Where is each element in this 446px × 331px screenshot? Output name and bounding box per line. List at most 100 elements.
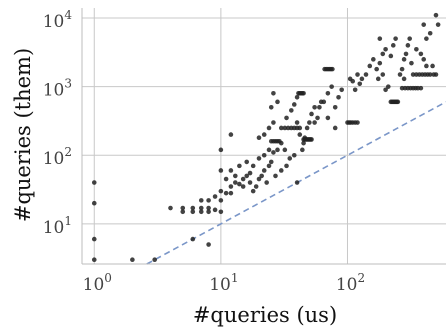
data-point <box>393 36 398 41</box>
data-point <box>91 180 97 185</box>
data-point <box>414 47 419 52</box>
data-point <box>91 257 97 263</box>
data-point <box>291 152 297 158</box>
data-point <box>244 173 250 179</box>
data-point <box>282 125 288 131</box>
data-point <box>212 207 218 213</box>
data-point <box>250 188 256 194</box>
data-point <box>315 115 320 121</box>
y-tick-label: 102 <box>43 145 72 169</box>
data-point <box>355 72 360 77</box>
data-point <box>237 181 242 187</box>
data-point <box>206 205 211 211</box>
data-point <box>401 76 407 82</box>
data-point <box>380 72 386 77</box>
data-point <box>266 125 272 131</box>
data-point <box>261 168 267 173</box>
data-point <box>359 76 365 82</box>
data-point <box>130 257 135 263</box>
data-point <box>300 147 305 153</box>
data-point <box>250 163 256 169</box>
data-point <box>399 66 405 72</box>
data-point <box>421 57 427 62</box>
data-point <box>206 242 211 247</box>
data-point <box>190 205 196 211</box>
data-point <box>268 159 274 165</box>
data-point <box>291 102 297 107</box>
data-point <box>218 209 224 215</box>
data-point <box>256 135 262 141</box>
y-tick-label: 103 <box>43 77 72 101</box>
data-point <box>383 47 388 52</box>
data-point <box>363 72 369 77</box>
data-point <box>332 125 338 131</box>
data-point <box>228 168 234 173</box>
data-point <box>198 205 204 211</box>
data-point <box>350 78 356 84</box>
data-point <box>190 236 196 242</box>
data-point <box>247 180 253 185</box>
data-point <box>383 87 388 93</box>
data-point <box>355 120 360 125</box>
data-point <box>309 111 314 117</box>
data-point <box>307 120 312 125</box>
data-point <box>198 198 204 203</box>
data-point <box>180 209 186 215</box>
data-point <box>377 60 383 66</box>
data-point <box>233 180 238 185</box>
data-point <box>304 125 310 131</box>
data-point <box>218 147 224 153</box>
data-point <box>352 87 358 93</box>
data-point <box>273 173 278 179</box>
data-point <box>421 22 427 27</box>
data-point <box>367 63 373 69</box>
data-point <box>266 163 272 169</box>
data-point <box>435 22 441 27</box>
data-point <box>294 180 300 185</box>
data-point <box>430 63 435 69</box>
data-point <box>317 104 322 110</box>
data-point <box>168 205 173 211</box>
data-point <box>329 84 334 89</box>
data-point <box>253 184 259 189</box>
data-point <box>330 66 335 72</box>
data-point <box>261 152 267 158</box>
data-point <box>390 43 396 48</box>
data-point <box>297 125 303 131</box>
data-point <box>385 84 391 89</box>
data-point <box>278 168 284 173</box>
data-point <box>424 63 429 69</box>
data-point <box>388 53 394 59</box>
data-point <box>218 198 224 203</box>
data-point <box>427 30 433 36</box>
data-point <box>427 72 433 77</box>
data-point <box>218 188 224 194</box>
data-point <box>152 257 157 263</box>
data-point <box>259 173 264 179</box>
data-point <box>284 115 289 121</box>
data-point <box>325 115 331 121</box>
data-point <box>233 173 238 179</box>
data-point <box>180 205 186 211</box>
data-point <box>240 184 246 189</box>
data-point <box>403 51 409 57</box>
data-point <box>401 57 407 62</box>
data-point <box>374 66 379 72</box>
data-point <box>380 51 386 57</box>
data-point <box>261 132 267 137</box>
data-point <box>371 57 376 62</box>
data-point <box>433 72 439 77</box>
data-point <box>228 190 234 196</box>
data-point <box>418 85 424 91</box>
data-point <box>223 176 229 182</box>
x-tick-label: 100 <box>83 271 112 295</box>
y-tick-label: 101 <box>43 214 72 238</box>
data-point <box>418 51 424 57</box>
data-point <box>206 209 211 215</box>
data-point <box>297 132 303 137</box>
data-point <box>294 94 300 100</box>
data-point <box>357 81 363 87</box>
data-point <box>271 150 276 155</box>
data-point <box>264 180 269 185</box>
data-point <box>282 147 288 153</box>
